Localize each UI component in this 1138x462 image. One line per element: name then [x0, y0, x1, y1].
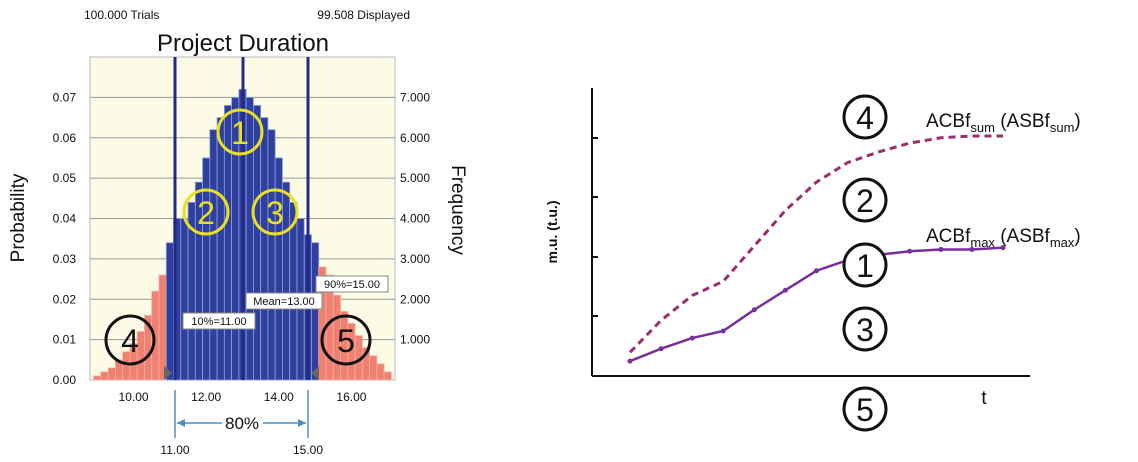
y-axis-right-label: Frequency: [447, 165, 468, 255]
y-right-tick-label: 7.000: [400, 90, 430, 104]
y-tick-label: 0.02: [53, 292, 77, 306]
data-point: [720, 328, 726, 334]
region-5-marker-right: 5: [842, 386, 888, 432]
y-tick-label: 0.06: [53, 131, 77, 145]
data-point: [814, 268, 819, 274]
mean-callout: Mean=13.00: [245, 292, 323, 310]
right-y-ticks: 1.000 2.000 3.000 4.000 5.000 6.000 7.000: [400, 90, 430, 346]
data-point: [1000, 245, 1006, 251]
histogram-bar: [267, 129, 276, 381]
histogram-bar: [100, 371, 109, 381]
histogram-bar: [107, 367, 116, 381]
histogram-chart: 100.000 Trials 99.508 Displayed Project …: [8, 8, 468, 457]
data-point: [627, 358, 633, 364]
region-5-marker: 5: [320, 314, 372, 366]
region-4-marker: 4: [104, 314, 156, 366]
region-3-marker-right: 3: [842, 306, 888, 352]
svg-text:1: 1: [231, 115, 249, 151]
trials-header: 100.000 Trials: [84, 8, 159, 22]
x-tick-label: 14.00: [264, 390, 294, 404]
y-tick-label: 0.05: [53, 171, 77, 185]
data-point: [782, 287, 788, 293]
p90-callout: 90%=15.00: [315, 275, 389, 293]
svg-text:3: 3: [266, 195, 284, 231]
y-tick-label: 0.04: [53, 212, 77, 226]
y-tick-label: 0.01: [53, 333, 77, 347]
region-1-marker: 1: [216, 108, 264, 156]
x-tick-label: 10.00: [119, 390, 149, 404]
x-tick-label: 16.00: [336, 390, 366, 404]
y-axis-label: m.u. (t.u.): [544, 201, 560, 264]
histogram-bar: [93, 375, 102, 381]
region-2-marker: 2: [182, 188, 230, 236]
data-point: [938, 246, 944, 252]
svg-text:4: 4: [121, 323, 139, 359]
range-from-label: 11.00: [160, 443, 189, 457]
range-to-label: 15.00: [293, 443, 323, 457]
y-tick-label: 0.07: [53, 90, 77, 104]
p10-callout: 10%=11.00: [182, 312, 256, 330]
histogram-bar: [369, 355, 378, 381]
y-tick-label: 0.03: [53, 252, 77, 266]
histogram-bar: [216, 117, 225, 381]
data-point: [907, 248, 913, 254]
region-1-marker-right: 1: [842, 242, 888, 288]
p10-label: 10%=11.00: [191, 316, 246, 328]
chart-title: Project Duration: [157, 30, 329, 57]
series-line-sum: [628, 134, 1003, 354]
data-point: [751, 307, 757, 313]
y-axis-label: Probability: [8, 173, 29, 262]
svg-text:5: 5: [337, 323, 355, 359]
histogram-bar: [260, 117, 269, 381]
y-right-tick-label: 1.000: [400, 333, 430, 347]
x-ticks: 10.00 12.00 14.00 16.00: [119, 390, 367, 404]
y-tick-label: 0.00: [53, 373, 77, 387]
histogram-bar: [209, 129, 218, 381]
region-4-marker-right: 4: [842, 94, 888, 140]
svg-text:2: 2: [856, 183, 874, 219]
series-max-label: ACBfmax (ASBfmax): [926, 226, 1081, 250]
svg-text:1: 1: [856, 248, 874, 284]
svg-text:5: 5: [856, 392, 874, 428]
mean-label: Mean=13.00: [253, 296, 314, 308]
histogram-bar: [376, 363, 385, 381]
data-point: [969, 246, 975, 252]
left-grabber-icon[interactable]: [164, 366, 172, 380]
histogram-bar: [311, 242, 320, 381]
y-right-tick-label: 4.000: [400, 212, 430, 226]
right-grabber-icon[interactable]: [311, 366, 319, 380]
histogram-bar: [165, 242, 174, 381]
data-point: [689, 335, 695, 341]
svg-text:4: 4: [856, 100, 874, 136]
displayed-header: 99.508 Displayed: [317, 8, 410, 22]
certainty-label: 80%: [225, 414, 259, 433]
x-tick-label: 12.00: [191, 390, 221, 404]
svg-text:3: 3: [856, 312, 874, 348]
histogram-bar: [180, 218, 189, 381]
histogram-bar: [383, 371, 392, 381]
line-series: [627, 134, 1006, 364]
region-2-marker-right: 2: [842, 177, 888, 223]
left-y-ticks: 0.00 0.01 0.02 0.03 0.04 0.05 0.06 0.07: [53, 90, 77, 387]
y-right-tick-label: 6.000: [400, 131, 430, 145]
series-line-max: [629, 246, 1004, 363]
data-point: [658, 346, 664, 352]
cumulative-line-chart: m.u. (t.u.) t ACBfsum (ASBfsum) ACBfmax …: [544, 88, 1081, 432]
svg-text:2: 2: [197, 195, 215, 231]
series-sum-label: ACBfsum (ASBfsum): [926, 111, 1081, 135]
y-right-tick-label: 5.000: [400, 171, 430, 185]
y-axis-ticks: [592, 137, 598, 317]
certainty-range: 80% 11.00 15.00: [160, 390, 323, 457]
region-3-marker: 3: [251, 188, 299, 236]
histogram-bar: [158, 274, 167, 381]
p90-label: 90%=15.00: [324, 279, 380, 291]
x-axis-label: t: [981, 388, 987, 409]
y-right-tick-label: 2.000: [400, 292, 430, 306]
y-right-tick-label: 3.000: [400, 252, 430, 266]
